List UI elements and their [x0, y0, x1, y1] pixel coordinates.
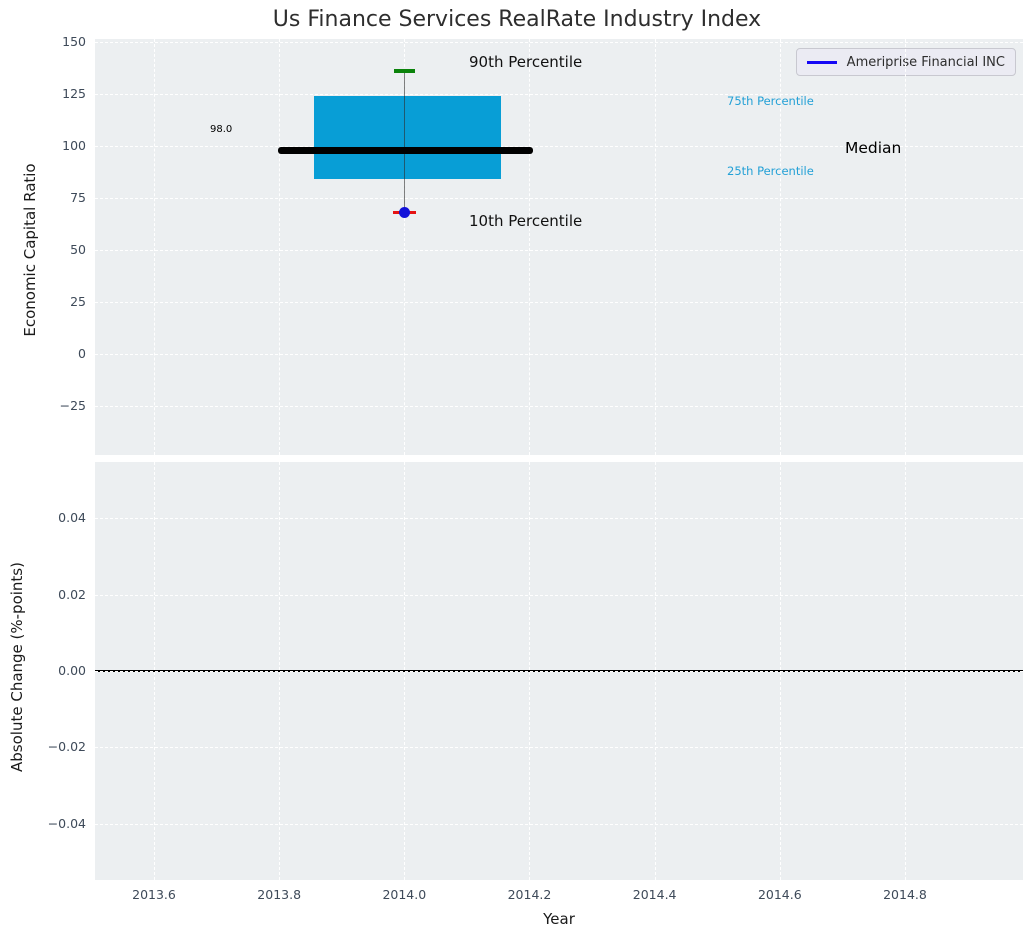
- gridline-y: [95, 594, 1023, 596]
- median-line: [277, 146, 534, 154]
- y-tick-label: 0.02: [58, 586, 86, 602]
- gridline-x: [779, 39, 781, 455]
- iqr-box: [313, 96, 502, 180]
- x-tick-label: 2014.0: [382, 887, 427, 902]
- y-tick-label: −25: [59, 397, 86, 413]
- whisker-line: [403, 71, 405, 213]
- p90-marker: [393, 69, 415, 73]
- median-label: Median: [845, 139, 902, 157]
- legend-line-icon: [806, 60, 837, 64]
- gridline-y: [95, 747, 1023, 749]
- top-axes: Ameriprise Financial INC: [95, 39, 1023, 455]
- gridline-y: [95, 671, 1023, 672]
- p10-label: 10th Percentile: [469, 212, 583, 230]
- gridline-x: [529, 39, 531, 455]
- gridline-y: [95, 353, 1023, 355]
- gridline-y: [95, 405, 1023, 407]
- gridline-x: [404, 39, 406, 455]
- y-tick-label: −0.04: [47, 815, 86, 831]
- median-value-label: 98.0: [210, 124, 233, 135]
- y-tick-label: 0.00: [58, 663, 86, 678]
- bottom-axes: [95, 462, 1023, 880]
- y-tick-label: 100: [62, 137, 86, 153]
- y-tick-label: 0: [78, 345, 86, 361]
- gridline-y: [95, 249, 1023, 251]
- gridline-y: [95, 197, 1023, 199]
- gridline-y: [95, 301, 1023, 303]
- y-tick-label: −0.02: [47, 739, 86, 755]
- gridline-x: [904, 39, 906, 455]
- gridline-x: [154, 39, 155, 455]
- x-tick-label: 2013.8: [257, 887, 302, 902]
- gridline-y: [95, 93, 1023, 95]
- gridline-y: [95, 518, 1023, 520]
- x-tick-label: 2013.6: [132, 887, 176, 902]
- x-axis-label: Year: [543, 910, 575, 928]
- x-tick-label: 2014.6: [757, 887, 802, 902]
- gridline-y: [95, 823, 1023, 825]
- legend-label: Ameriprise Financial INC: [846, 54, 1005, 70]
- y-tick-label: 125: [62, 85, 86, 101]
- gridline-y: [95, 145, 1023, 147]
- x-tick-label: 2014.8: [883, 887, 927, 902]
- gridline-x: [654, 39, 656, 455]
- p75-label: 75th Percentile: [727, 94, 814, 108]
- gridline-y: [95, 41, 1023, 43]
- y-tick-label: 75: [70, 189, 86, 205]
- gridline-x: [279, 39, 281, 455]
- company-point: [398, 207, 410, 219]
- y-tick-label: 25: [70, 293, 86, 309]
- y-tick-label: 0.04: [58, 510, 86, 526]
- y-tick-label: 150: [62, 33, 86, 49]
- x-tick-label: 2014.2: [507, 887, 552, 902]
- chart-title: Us Finance Services RealRate Industry In…: [272, 7, 762, 32]
- y-tick-label: 50: [70, 241, 86, 257]
- p25-label: 25th Percentile: [727, 164, 814, 178]
- x-tick-label: 2014.4: [632, 887, 677, 902]
- p90-label: 90th Percentile: [469, 53, 583, 71]
